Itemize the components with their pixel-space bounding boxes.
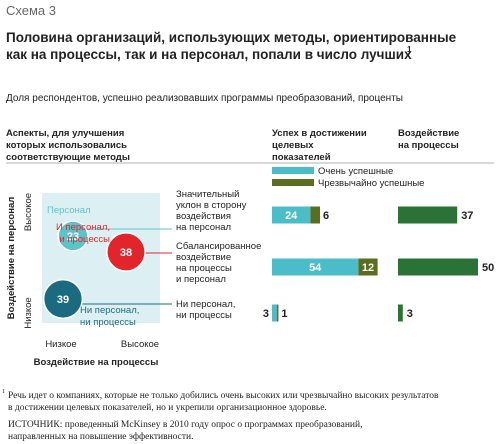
x-level: Высокое — [121, 339, 159, 350]
row-label: воздействия — [176, 211, 231, 222]
bar-value: 54 — [309, 262, 322, 274]
bubble-label: и процессы — [59, 234, 110, 245]
y-level: Низкое — [23, 297, 34, 328]
legend-swatch — [272, 167, 314, 174]
bubble — [57, 220, 89, 252]
bubble-label: ни процессы — [80, 317, 136, 328]
bar — [398, 304, 403, 322]
bar-value: 50 — [482, 262, 494, 274]
panel-title: Воздействие — [398, 128, 459, 139]
bubble-value: 23 — [67, 231, 79, 243]
panel-title: на процессы — [398, 140, 459, 151]
legend-swatch — [272, 179, 314, 186]
row-label: ни процессы — [176, 310, 232, 321]
footnote-line: в достижении целевых показателей, но и у… — [8, 402, 327, 413]
row-label: на персонал — [176, 222, 231, 233]
x-level: Низкое — [45, 339, 76, 350]
row-label: Значительный — [176, 189, 239, 200]
row-label: на процессы — [176, 263, 232, 274]
bar — [398, 206, 458, 224]
bar — [272, 258, 359, 276]
bar-value: 37 — [461, 210, 473, 222]
bar — [310, 206, 320, 224]
row-label: воздействие — [176, 252, 231, 263]
bar-value: 3 — [407, 308, 413, 320]
row-label: Ни персонал, — [176, 299, 235, 310]
panel-title: целевых — [272, 140, 314, 151]
bar — [358, 258, 378, 276]
row-label: уклон в сторону — [176, 200, 247, 211]
bar — [276, 304, 279, 322]
legend-label: Очень успешные — [318, 166, 393, 177]
y-axis-label: Воздействие на персонал — [6, 197, 17, 320]
bubble — [42, 278, 84, 320]
row-label: и персонал — [176, 274, 226, 285]
panel-title: Аспекты, для улучшения — [6, 128, 124, 139]
x-axis-label: Воздействие на процессы — [34, 357, 159, 368]
panel-title: соответствующие методы — [6, 152, 130, 163]
bar — [272, 206, 311, 224]
bubble-label: И персонал, — [56, 222, 110, 233]
title-line: как на процессы, так и на персонал, попа… — [6, 47, 412, 62]
bar — [398, 258, 478, 276]
bubble-value: 38 — [120, 247, 132, 259]
panel-title: которых использовались — [6, 140, 127, 151]
panel-title: Успех в достижении — [272, 128, 367, 139]
footnote-marker: 1 — [2, 389, 5, 395]
bar-value: 3 — [263, 308, 269, 320]
subtitle: Доля респондентов, успешно реализовавших… — [6, 92, 403, 104]
bubble-value: 39 — [57, 294, 69, 306]
bar-value: 1 — [281, 308, 287, 320]
legend-label: Чрезвычайно успешные — [318, 178, 424, 189]
source-line: направленных на повышение эффективности. — [8, 431, 194, 442]
panel-title: показателей — [272, 152, 331, 163]
bar-value: 12 — [362, 262, 374, 274]
footnote-line: Речь идет о компаниях, которые не только… — [8, 390, 439, 401]
bar-value: 6 — [323, 210, 329, 222]
bar — [272, 304, 277, 322]
title-line: Половина организаций, использующих метод… — [6, 30, 457, 45]
bubble-label: Персонал — [47, 205, 91, 216]
bubble — [106, 232, 146, 272]
bar-value: 24 — [285, 210, 298, 222]
title-note: 1 — [407, 45, 412, 54]
source-line: ИСТОЧНИК: проведенный McKinsey в 2010 го… — [8, 419, 362, 430]
figure-label: Схема 3 — [6, 3, 56, 18]
row-label: Сбалансированное — [176, 241, 261, 252]
bubble-label: Ни персонал, — [80, 305, 139, 316]
y-level: Высокое — [23, 193, 34, 231]
